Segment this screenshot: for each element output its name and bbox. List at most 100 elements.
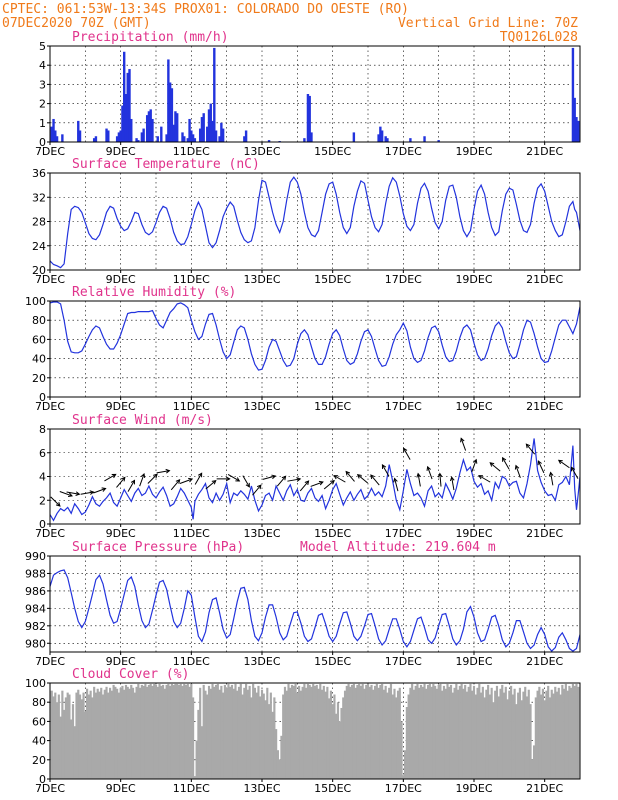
cloud-bar bbox=[273, 697, 276, 779]
precipitation-title: Precipitation (mm/h) bbox=[72, 30, 229, 45]
cloud-bar bbox=[103, 689, 106, 779]
cloud-bar bbox=[499, 688, 502, 779]
precipitation-panel: Precipitation (mm/h) 0 1 2 3 4 5 7DEC 9DEC 11DEC… bbox=[35, 30, 581, 158]
x-tick-label: 9DEC bbox=[106, 273, 136, 286]
x-tick-label: 9DEC bbox=[106, 400, 136, 413]
x-tick-label: 17DEC bbox=[385, 527, 422, 540]
cloud-bar bbox=[278, 759, 281, 779]
wind-arrow-shaft bbox=[489, 462, 501, 472]
precip-bar bbox=[55, 136, 59, 142]
wind-arrow-head bbox=[370, 474, 375, 480]
precip-bar bbox=[200, 117, 204, 142]
wind-arrow-head bbox=[514, 464, 520, 470]
cloud-bar bbox=[566, 690, 569, 779]
cloud-bar bbox=[467, 686, 470, 779]
cloud-bar bbox=[524, 686, 527, 779]
cloud-bar bbox=[552, 693, 555, 779]
cloud-bar bbox=[161, 684, 165, 779]
cloud-bar bbox=[193, 776, 196, 779]
cloud-bar bbox=[163, 688, 166, 779]
cloud-bar bbox=[409, 687, 412, 779]
precip-bar bbox=[94, 136, 98, 142]
cloud-bar bbox=[372, 689, 375, 779]
cloud-bar bbox=[269, 692, 272, 779]
cloud-bar bbox=[246, 689, 249, 779]
cloud-bar bbox=[306, 683, 310, 779]
y-tick-label: 980 bbox=[25, 637, 46, 650]
cloud-bar bbox=[352, 683, 355, 779]
cloud-bar bbox=[206, 694, 209, 779]
wind-arrow-head bbox=[330, 479, 335, 485]
cloud-bar bbox=[448, 686, 451, 779]
wind-arrow-shaft bbox=[515, 465, 521, 479]
wind-arrow-shaft bbox=[370, 474, 380, 486]
wind-arrow-head bbox=[557, 459, 563, 465]
cloud-bar bbox=[343, 690, 347, 779]
cloud-bar bbox=[110, 690, 113, 779]
precip-bar bbox=[207, 109, 211, 142]
x-tick-label: 7DEC bbox=[35, 527, 65, 540]
y-tick-label: 60 bbox=[32, 715, 46, 728]
precip-bar bbox=[165, 134, 168, 142]
cloud-bar bbox=[446, 683, 449, 779]
x-tick-label: 17DEC bbox=[385, 145, 422, 158]
cloud-bar bbox=[64, 697, 67, 779]
wind-arrow-shaft bbox=[252, 484, 262, 496]
y-tick-label: 0 bbox=[39, 773, 46, 786]
cloud-bar bbox=[335, 713, 338, 779]
x-tick-label: 19DEC bbox=[455, 655, 492, 668]
precip-bar bbox=[423, 136, 426, 142]
wind-arrow-shaft bbox=[66, 491, 80, 495]
x-tick-label: 9DEC bbox=[106, 527, 136, 540]
cloud-bar bbox=[165, 684, 168, 779]
cloud-bar bbox=[294, 683, 297, 779]
precip-bar bbox=[209, 103, 212, 142]
precip-bar bbox=[213, 47, 216, 142]
precip-bar bbox=[571, 47, 575, 142]
x-tick-label: 15DEC bbox=[314, 145, 351, 158]
precip-bar bbox=[409, 138, 412, 142]
y-tick-label: 986 bbox=[25, 585, 46, 598]
cloud-bar bbox=[94, 692, 98, 779]
cloud-bar bbox=[126, 686, 129, 779]
cloud-bar bbox=[213, 686, 216, 779]
cloud-bar bbox=[292, 685, 295, 779]
precip-bar bbox=[267, 140, 271, 142]
cloud-bar bbox=[449, 684, 453, 779]
wind-arrow-head bbox=[403, 447, 408, 453]
precip-bar bbox=[105, 128, 108, 142]
wind-line bbox=[50, 438, 580, 522]
cloud-bar bbox=[61, 690, 64, 779]
precip-bar bbox=[183, 136, 186, 142]
cloud-bar bbox=[160, 685, 163, 779]
wind-arrow-head bbox=[271, 474, 277, 480]
wind-arrow-head bbox=[245, 482, 250, 488]
x-tick-label: 11DEC bbox=[173, 782, 210, 795]
cloud-bar bbox=[534, 697, 537, 779]
cloud-bar bbox=[488, 694, 491, 779]
cloud-bar bbox=[384, 685, 387, 779]
cloud-bar bbox=[568, 685, 571, 779]
cloud-bar bbox=[487, 684, 490, 779]
cloud-bar bbox=[511, 694, 514, 779]
cloud-bar bbox=[517, 692, 520, 779]
precip-bar bbox=[151, 118, 154, 142]
precip-bar bbox=[193, 138, 197, 142]
cloud-bar bbox=[245, 683, 248, 779]
cloud-bar bbox=[170, 683, 173, 779]
cloud-bar bbox=[322, 685, 325, 779]
cloud-bar bbox=[156, 686, 159, 779]
cloud-bar bbox=[494, 690, 497, 779]
cloud-bar bbox=[405, 707, 408, 779]
y-tick-label: 2 bbox=[39, 494, 46, 507]
cloud-bar bbox=[476, 687, 479, 779]
cloud-bar bbox=[354, 687, 357, 779]
press-line bbox=[50, 569, 580, 652]
y-tick-label: 2 bbox=[39, 98, 46, 111]
precip-bar bbox=[126, 72, 129, 142]
cloud-bar bbox=[179, 683, 182, 779]
cloud-bar bbox=[361, 683, 364, 779]
cloud-bar bbox=[419, 684, 423, 779]
cloud-bar bbox=[469, 683, 472, 779]
cloud-bar bbox=[209, 688, 212, 779]
